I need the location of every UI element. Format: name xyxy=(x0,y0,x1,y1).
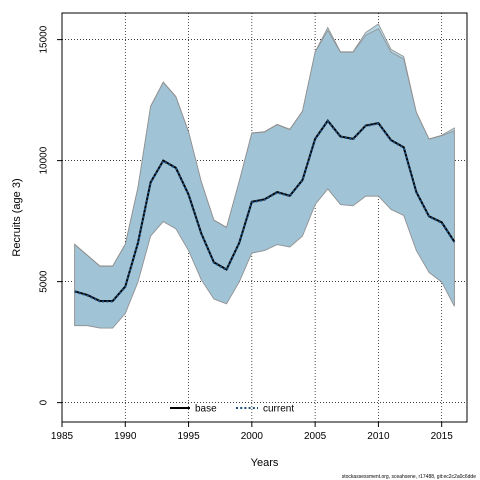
legend-label-current: current xyxy=(263,404,294,415)
y-tick-label-0: 0 xyxy=(39,399,50,405)
legend: base current xyxy=(170,404,294,415)
x-tick-label-1985: 1985 xyxy=(51,431,74,442)
legend-label-base: base xyxy=(195,404,217,415)
y-axis-title: Recruits (age 3) xyxy=(11,178,23,256)
y-tick-label-15000: 15000 xyxy=(39,25,50,53)
x-axis-title: Years xyxy=(251,457,279,469)
y-tick-label-10000: 10000 xyxy=(39,146,50,174)
x-tick-label-1990: 1990 xyxy=(114,431,137,442)
x-tick-label-1995: 1995 xyxy=(177,431,200,442)
y-tick-label-5000: 5000 xyxy=(39,270,50,293)
y-axis: 0 5000 10000 15000 xyxy=(39,25,62,405)
x-tick-label-2005: 2005 xyxy=(304,431,327,442)
x-tick-label-2000: 2000 xyxy=(241,431,264,442)
confidence-bands xyxy=(74,23,455,329)
footer-text: stockassessment.org, sceahsene, r17488, … xyxy=(342,474,476,480)
band-current xyxy=(74,28,455,329)
series-lines xyxy=(74,119,456,303)
x-axis: 1985 1990 1995 2000 2005 2010 2015 xyxy=(51,422,453,442)
line-current xyxy=(74,119,456,303)
plot-frame xyxy=(61,12,468,423)
x-tick-label-2010: 2010 xyxy=(367,431,390,442)
x-tick-label-2015: 2015 xyxy=(431,431,454,442)
